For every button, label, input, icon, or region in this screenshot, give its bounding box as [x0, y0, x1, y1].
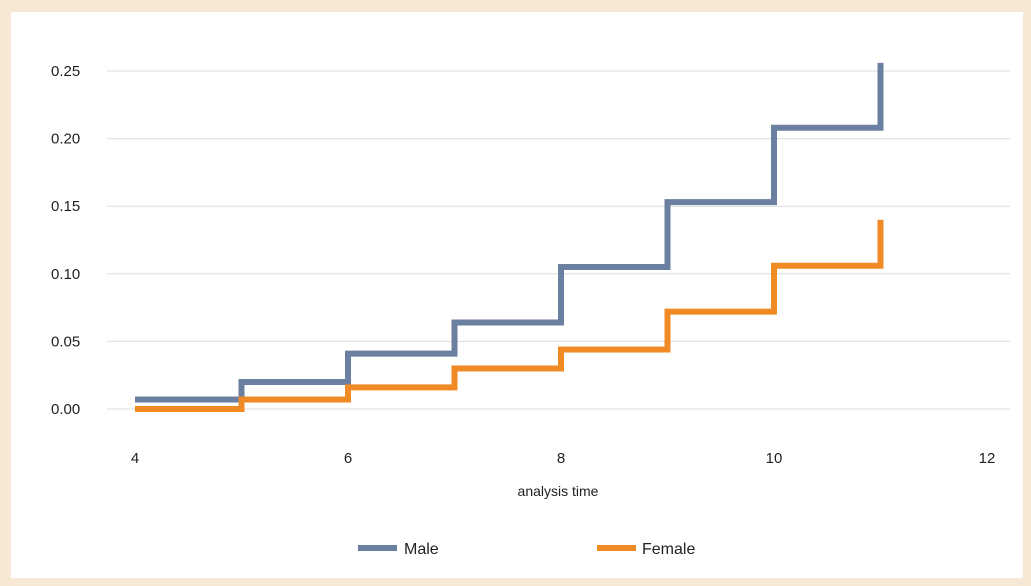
x-tick-label: 4: [131, 450, 139, 467]
x-axis-ticks: 4 6 8 10 12: [131, 450, 996, 467]
x-axis-title: analysis time: [518, 483, 599, 499]
legend: Male Female: [358, 541, 695, 558]
legend-label-male: Male: [404, 541, 439, 558]
y-tick-label: 0.15: [51, 198, 80, 215]
y-tick-label: 0.25: [51, 63, 80, 80]
x-tick-label: 10: [766, 450, 783, 467]
y-tick-label: 0.05: [51, 333, 80, 350]
y-axis-ticks: 0.00 0.05 0.10 0.15 0.20 0.25: [51, 63, 80, 418]
y-tick-label: 0.10: [51, 266, 80, 283]
x-tick-label: 12: [979, 450, 996, 467]
series-lines: [135, 62, 884, 412]
y-tick-label: 0.20: [51, 131, 80, 148]
x-tick-label: 6: [344, 450, 352, 467]
series-line-male: [135, 62, 884, 403]
legend-label-female: Female: [642, 541, 695, 558]
y-tick-label: 0.00: [51, 401, 80, 418]
x-tick-label: 8: [557, 450, 565, 467]
series-line-female: [135, 219, 884, 412]
chart-panel: [11, 12, 1023, 578]
